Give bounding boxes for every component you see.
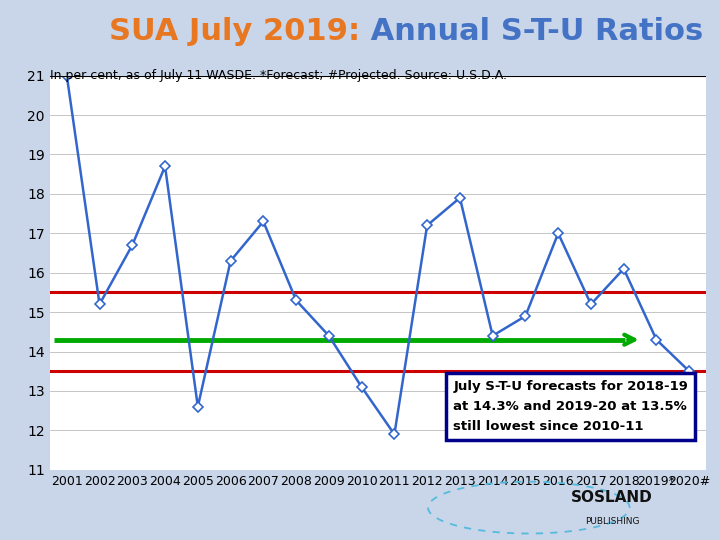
Text: Annual S-T-U Ratios: Annual S-T-U Ratios [360,17,703,46]
Text: PUBLISHING: PUBLISHING [585,517,639,526]
Text: SUA July 2019:: SUA July 2019: [109,17,360,46]
Text: July S-T-U forecasts for 2018-19
at 14.3% and 2019-20 at 13.5%
still lowest sinc: July S-T-U forecasts for 2018-19 at 14.3… [454,380,688,433]
Text: SOSLAND: SOSLAND [571,490,653,505]
Text: In per cent, as of July 11 WASDE. *Forecast; #Projected. Source: U.S.D.A.: In per cent, as of July 11 WASDE. *Forec… [50,69,508,82]
